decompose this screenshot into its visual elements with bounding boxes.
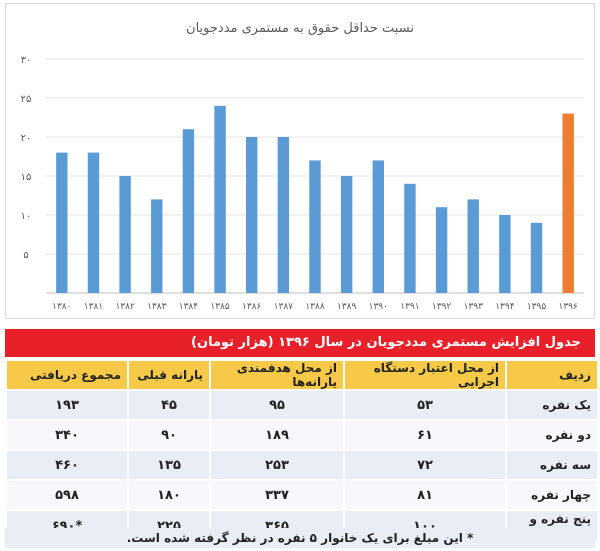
bar — [372, 160, 384, 293]
table-header-row: ردیف از محل اعتبار دستگاه اجرایی از محل … — [7, 361, 597, 389]
pension-table: ردیف از محل اعتبار دستگاه اجرایی از محل … — [5, 359, 599, 543]
cell-subsidy-targeting: ۳۳۷ — [211, 481, 343, 509]
x-tick-label: ۱۳۹۴ — [495, 302, 515, 312]
cell-agency-credit: ۸۱ — [345, 481, 505, 509]
cell-subsidy-targeting: ۹۵ — [211, 391, 343, 419]
chart-panel: نسبت حداقل حقوق به مستمری مددجویان ۱۳۸۰ ۱… — [5, 3, 595, 319]
y-tick-label: ۱۰ — [21, 211, 32, 222]
cell-total-received: ۳۴۰ — [7, 421, 127, 449]
y-tick-labels: ۵ ۱۰ ۱۵ ۲۰ ۲۵ ۳۰ — [21, 55, 32, 261]
chart-title: نسبت حداقل حقوق به مستمری مددجویان — [186, 21, 414, 36]
x-tick-label: ۱۳۹۱ — [400, 302, 419, 312]
row-label: دو نفره — [507, 421, 597, 449]
cell-total-received: ۵۹۸ — [7, 481, 127, 509]
cell-previous-subsidy: ۹۰ — [129, 421, 209, 449]
x-tick-label: ۱۳۸۰ — [52, 302, 71, 312]
x-tick-label: ۱۳۸۶ — [242, 302, 262, 312]
cell-agency-credit: ۵۳ — [345, 391, 505, 419]
row-label: یک نفره — [507, 391, 597, 419]
x-tick-label: ۱۳۹۲ — [432, 302, 452, 312]
x-tick-label: ۱۳۸۷ — [274, 302, 294, 312]
bar — [467, 199, 479, 293]
cell-subsidy-targeting: ۱۸۹ — [211, 421, 343, 449]
bar — [87, 152, 100, 293]
table-row: سه نفره ۷۲ ۲۵۳ ۱۳۵ ۴۶۰ — [7, 451, 597, 479]
header-row-label: ردیف — [507, 361, 597, 389]
cell-agency-credit: ۶۱ — [345, 421, 505, 449]
bars-layer — [56, 105, 574, 293]
bar — [530, 222, 543, 293]
header-previous-subsidy: یارانه قبلی — [129, 361, 209, 389]
bar — [214, 105, 226, 293]
x-tick-label: ۱۳۸۸ — [305, 302, 325, 312]
cell-previous-subsidy: ۱۸۰ — [129, 481, 209, 509]
bar — [119, 176, 131, 293]
x-tick-label: ۱۳۸۲ — [115, 302, 135, 312]
bar — [562, 113, 574, 293]
table-row: یک نفره ۵۳ ۹۵ ۴۵ ۱۹۳ — [7, 391, 597, 419]
y-tick-label: ۳۰ — [21, 55, 32, 66]
bar — [246, 137, 258, 293]
bar — [182, 129, 195, 293]
x-tick-label: ۱۳۸۵ — [210, 302, 230, 312]
bar — [404, 183, 416, 293]
cell-total-received: ۴۶۰ — [7, 451, 127, 479]
row-label: سه نفره — [507, 451, 597, 479]
x-tick-label: ۱۳۸۳ — [147, 302, 167, 312]
header-total-received: مجموع دریافتی — [7, 361, 127, 389]
table-row: چهار نفره ۸۱ ۳۳۷ ۱۸۰ ۵۹۸ — [7, 481, 597, 509]
x-tick-label: ۱۳۸۹ — [337, 302, 357, 312]
bar — [309, 160, 321, 293]
table-title: جدول افزایش مستمری مددجویان در سال ۱۳۹۶ … — [5, 329, 595, 357]
x-tick-label: ۱۳۹۶ — [559, 302, 579, 312]
y-tick-label: ۲۵ — [21, 94, 32, 105]
bar — [499, 215, 511, 293]
row-label: چهار نفره — [507, 481, 597, 509]
table-panel: جدول افزایش مستمری مددجویان در سال ۱۳۹۶ … — [5, 329, 597, 549]
bar — [56, 152, 68, 293]
table-footnote: * این مبلغ برای یک خانوار ۵ نفره در نظر … — [5, 528, 595, 548]
header-agency-credit: از محل اعتبار دستگاه اجرایی — [345, 361, 505, 389]
y-tick-label: ۱۵ — [21, 172, 32, 183]
x-tick-label: ۱۳۹۰ — [369, 302, 388, 312]
cell-previous-subsidy: ۴۵ — [129, 391, 209, 419]
bar-chart: نسبت حداقل حقوق به مستمری مددجویان ۱۳۸۰ ۱… — [21, 21, 584, 312]
y-tick-label: ۲۰ — [21, 133, 32, 144]
y-tick-label: ۵ — [23, 250, 28, 261]
bar — [435, 207, 448, 293]
cell-total-received: ۱۹۳ — [7, 391, 127, 419]
header-subsidy-targeting: از محل هدفمندی یارانه‌ها — [211, 361, 343, 389]
x-tick-label: ۱۳۸۴ — [179, 302, 199, 312]
table-row: دو نفره ۶۱ ۱۸۹ ۹۰ ۳۴۰ — [7, 421, 597, 449]
bar — [151, 199, 163, 293]
x-tick-label: ۱۳۹۵ — [527, 302, 547, 312]
bar — [340, 176, 353, 293]
cell-agency-credit: ۷۲ — [345, 451, 505, 479]
cell-previous-subsidy: ۱۳۵ — [129, 451, 209, 479]
x-tick-label: ۱۳۹۳ — [464, 302, 484, 312]
cell-subsidy-targeting: ۲۵۳ — [211, 451, 343, 479]
x-tick-label: ۱۳۸۱ — [84, 302, 103, 312]
bar — [277, 137, 290, 293]
x-tick-labels: ۱۳۸۰ ۱۳۸۱ ۱۳۸۲ ۱۳۸۳ ۱۳۸۴ ۱۳۸۵ ۱۳۸۶ ۱۳۸۷ ۱۳۸۸ ۱۳۸۹… — [52, 302, 578, 312]
